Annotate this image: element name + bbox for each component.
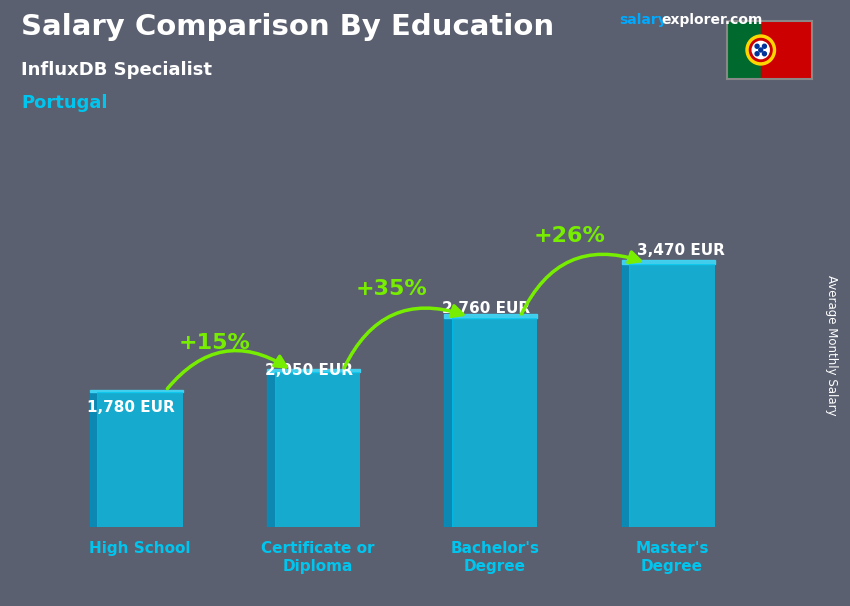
Text: explorer.com: explorer.com xyxy=(661,13,762,27)
Text: 2,050 EUR: 2,050 EUR xyxy=(264,363,353,378)
Bar xyxy=(622,264,630,527)
Bar xyxy=(267,369,360,372)
Text: 3,470 EUR: 3,470 EUR xyxy=(637,243,725,258)
Text: salary: salary xyxy=(619,13,666,27)
Bar xyxy=(445,318,452,527)
Bar xyxy=(445,315,537,318)
Bar xyxy=(98,393,183,527)
Text: +26%: +26% xyxy=(533,225,605,245)
Circle shape xyxy=(762,52,767,56)
Bar xyxy=(275,372,360,527)
Circle shape xyxy=(759,48,762,52)
Bar xyxy=(90,393,98,527)
Bar xyxy=(90,390,183,393)
Circle shape xyxy=(755,44,759,48)
Bar xyxy=(630,264,715,527)
Bar xyxy=(452,318,537,527)
Text: Salary Comparison By Education: Salary Comparison By Education xyxy=(21,13,554,41)
Circle shape xyxy=(746,35,775,65)
Circle shape xyxy=(752,41,769,59)
Bar xyxy=(267,372,275,527)
Text: 1,780 EUR: 1,780 EUR xyxy=(88,400,175,415)
Bar xyxy=(727,21,761,79)
Circle shape xyxy=(755,52,759,56)
Circle shape xyxy=(750,39,772,62)
Text: Portugal: Portugal xyxy=(21,94,108,112)
Bar xyxy=(761,21,812,79)
Text: 2,760 EUR: 2,760 EUR xyxy=(442,301,530,316)
Bar xyxy=(622,259,715,264)
Circle shape xyxy=(762,44,767,48)
Text: +15%: +15% xyxy=(178,333,251,353)
Text: InfluxDB Specialist: InfluxDB Specialist xyxy=(21,61,212,79)
Text: +35%: +35% xyxy=(356,279,428,299)
Text: Average Monthly Salary: Average Monthly Salary xyxy=(824,275,838,416)
